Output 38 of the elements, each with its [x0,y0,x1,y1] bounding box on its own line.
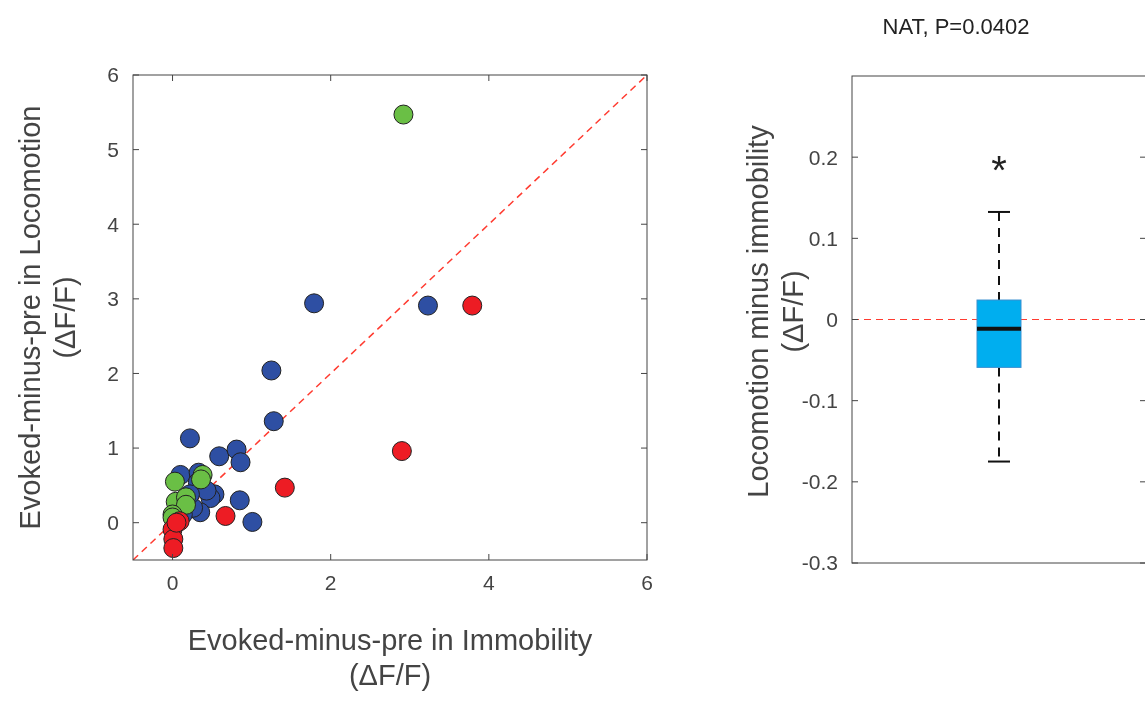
chart-title: NAT, P=0.0402 [882,14,1030,39]
y-tick-label: 4 [107,212,120,236]
x-axis-title: Evoked-minus-pre in Immobility (ΔF/F) [187,624,593,691]
point [393,104,414,125]
y-tick-label: 5 [107,137,119,161]
point [164,471,185,492]
point [462,295,483,316]
point [417,295,438,316]
point [209,446,230,467]
y-axis-title: Evoked-minus-pre in Locomotion (ΔF/F) [14,105,81,530]
x-tick-label: 6 [641,571,653,594]
point [229,490,250,511]
point [261,360,282,381]
point [274,477,295,498]
y-tick-label: 1 [107,436,119,460]
point [215,505,236,526]
y-tick-label: 2 [107,361,119,385]
y-tick-label: -0.1 [801,389,838,413]
point [230,452,251,473]
point [163,538,184,559]
point [242,511,263,532]
y-tick-label: 3 [107,287,119,311]
y-tick-label: 6 [107,63,119,87]
x-tick-label: 4 [483,571,495,594]
point [304,293,325,314]
y-tick-label: -0.2 [801,470,838,494]
y-tick-label: 0 [107,511,119,535]
x-tick-label: 0 [166,571,179,594]
y-tick-label: 0.2 [808,145,838,169]
annotation: * [991,147,1007,192]
x-tick-label: 2 [324,571,337,594]
point [191,469,212,490]
y-tick-label: 0.1 [808,226,838,250]
point [391,441,412,462]
point [179,428,200,449]
y-tick-label: 0 [826,307,838,331]
y-tick-label: -0.3 [801,551,838,575]
point [263,411,284,432]
